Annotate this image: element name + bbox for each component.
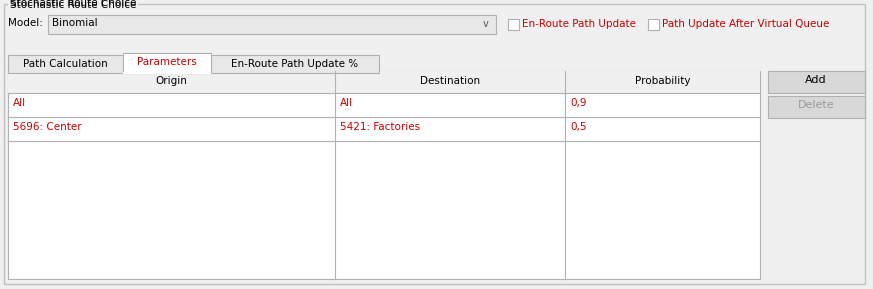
Text: 0,9: 0,9 xyxy=(570,98,587,108)
Text: 5421: Factories: 5421: Factories xyxy=(340,122,420,132)
Text: Path Update After Virtual Queue: Path Update After Virtual Queue xyxy=(662,19,829,29)
Text: Stochastic Route Choice: Stochastic Route Choice xyxy=(10,0,136,10)
Bar xyxy=(8,55,123,73)
Bar xyxy=(508,19,519,30)
Text: Path Calculation: Path Calculation xyxy=(23,59,107,69)
Text: Model:: Model: xyxy=(8,18,43,28)
Text: En-Route Path Update: En-Route Path Update xyxy=(522,19,636,29)
Text: All: All xyxy=(13,98,26,108)
Text: Parameters: Parameters xyxy=(137,57,197,67)
Text: Probability: Probability xyxy=(635,76,691,86)
Bar xyxy=(8,71,760,93)
Bar xyxy=(48,15,496,34)
Text: Stochastic Route Choice: Stochastic Route Choice xyxy=(10,0,136,8)
Text: 0,5: 0,5 xyxy=(570,122,587,132)
Bar xyxy=(211,55,379,73)
Text: Origin: Origin xyxy=(155,76,188,86)
Bar xyxy=(8,0,138,9)
Bar xyxy=(768,96,865,118)
Text: All: All xyxy=(340,98,353,108)
Text: Binomial: Binomial xyxy=(52,18,98,28)
Text: Destination: Destination xyxy=(420,76,480,86)
Text: En-Route Path Update %: En-Route Path Update % xyxy=(231,59,359,69)
Bar xyxy=(768,71,865,93)
Text: Add: Add xyxy=(805,75,827,85)
Bar xyxy=(123,53,211,73)
Bar xyxy=(648,19,659,30)
Text: v: v xyxy=(483,19,489,29)
Text: Delete: Delete xyxy=(798,100,835,110)
Text: 5696: Center: 5696: Center xyxy=(13,122,81,132)
Bar xyxy=(8,71,760,279)
